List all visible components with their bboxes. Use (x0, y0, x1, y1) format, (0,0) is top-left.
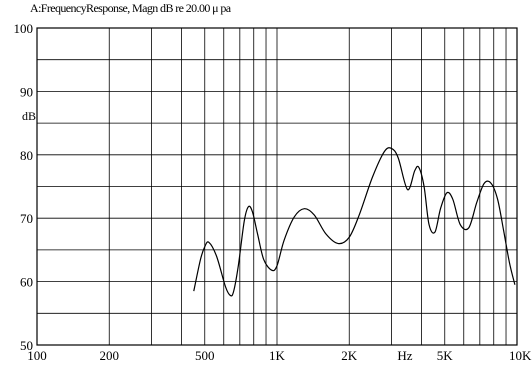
response-curve (194, 148, 515, 296)
y-tick-label: 100 (14, 21, 34, 36)
x-tick-label: 10K (509, 348, 532, 363)
x-tick-label: 5K (437, 348, 454, 363)
y-tick-label: 90 (20, 84, 33, 99)
x-tick-label: 100 (27, 348, 47, 363)
y-axis-unit-label: dB (22, 109, 36, 123)
chart-title: A:FrequencyResponse, Magn dB re 20.00 μ … (30, 1, 232, 15)
y-tick-label: 60 (20, 275, 33, 290)
grid (37, 28, 517, 345)
y-tick-label: 80 (20, 148, 33, 163)
y-tick-label: 70 (20, 211, 33, 226)
x-tick-label: 1K (269, 348, 286, 363)
x-axis-unit-label: Hz (397, 348, 412, 363)
x-tick-label: 200 (99, 348, 119, 363)
x-tick-labels: 100 200 500 1K 2K 5K 10K (27, 348, 532, 363)
x-tick-label: 2K (341, 348, 358, 363)
x-tick-label: 500 (195, 348, 215, 363)
